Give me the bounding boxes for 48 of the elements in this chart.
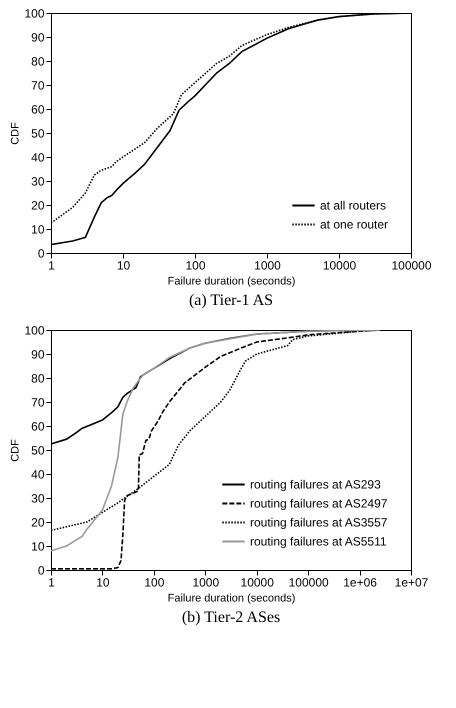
y-tick-label: 40	[31, 468, 45, 482]
y-axis-title: CDF	[9, 122, 22, 145]
text: (b) Tier-2 ASes	[182, 609, 280, 626]
x-tick-label: 100	[144, 576, 165, 590]
x-tick-label: 1e+06	[343, 576, 378, 590]
text: (a) Tier-1 AS	[188, 292, 274, 309]
x-tick-label: 10	[116, 258, 130, 272]
x-tick-label: 1000	[192, 576, 220, 590]
x-tick-label: 10	[96, 576, 110, 590]
x-tick-label: 100	[185, 258, 206, 272]
x-axis-title: Failure duration (seconds)	[168, 276, 296, 288]
y-tick-label: 10	[31, 222, 45, 236]
x-tick-label: 1e+07	[394, 576, 429, 590]
x-tick-label: 10000	[240, 576, 274, 590]
y-tick-label: 80	[31, 372, 45, 386]
y-tick-label: 90	[31, 30, 45, 44]
x-axis-title: Failure duration (seconds)	[168, 592, 296, 604]
y-tick-label: 20	[31, 198, 45, 212]
x-tick-label: 1	[48, 576, 56, 590]
y-tick-label: 80	[31, 54, 45, 68]
legend-label: routing failures at AS3557	[250, 516, 388, 530]
x-tick-label: 1000	[254, 258, 282, 272]
legend-label: routing failures at AS5511	[250, 534, 387, 548]
y-tick-label: 30	[31, 174, 45, 188]
y-tick-label: 60	[31, 102, 45, 116]
y-axis-title: CDF	[9, 438, 22, 462]
y-tick-label: 70	[31, 396, 45, 410]
x-tick-label: 1	[48, 258, 56, 272]
y-tick-label: 100	[24, 324, 45, 338]
y-tick-label: 50	[31, 126, 45, 140]
legend-label: at one router	[320, 218, 388, 232]
y-tick-label: 40	[31, 150, 45, 164]
x-tick-label: 100000	[391, 258, 432, 272]
x-tick-label: 10000	[322, 258, 357, 272]
y-tick-label: 90	[31, 348, 45, 362]
x-tick-label: 100000	[288, 576, 329, 590]
y-tick-label: 30	[31, 492, 45, 506]
legend-label: routing failures at AS2497	[250, 496, 388, 510]
y-tick-label: 20	[31, 516, 45, 530]
y-tick-label: 70	[31, 78, 45, 92]
y-tick-label: 0	[38, 246, 45, 260]
y-tick-label: 50	[31, 444, 45, 458]
legend-label: at all routers	[320, 198, 386, 212]
y-tick-label: 60	[31, 420, 45, 434]
legend-label: routing failures at AS293	[250, 478, 382, 492]
y-tick-label: 0	[38, 564, 45, 578]
y-tick-label: 100	[24, 6, 45, 20]
y-tick-label: 10	[31, 540, 45, 554]
